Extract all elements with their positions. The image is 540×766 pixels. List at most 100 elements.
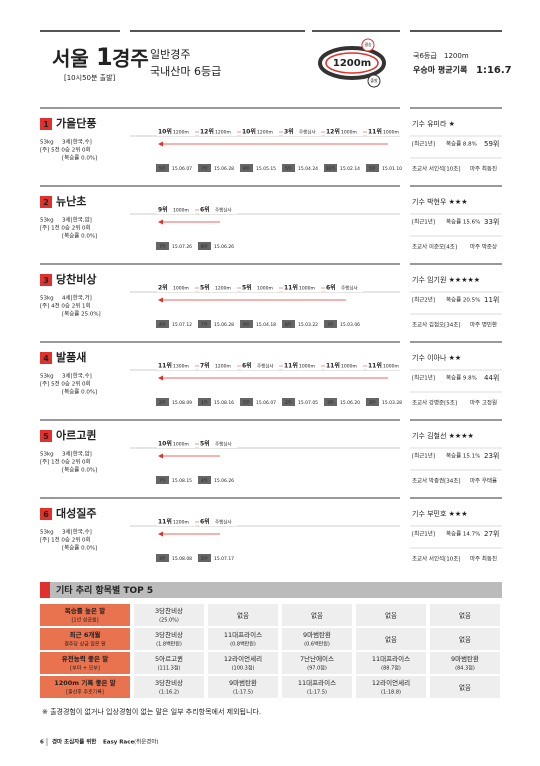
field-box bbox=[156, 164, 169, 172]
jockey: 기수 부민호 ★★★ bbox=[412, 509, 467, 518]
cell-bg bbox=[430, 652, 500, 674]
label-bg bbox=[157, 439, 195, 448]
arrow-head bbox=[158, 297, 163, 303]
label-bg bbox=[157, 127, 195, 136]
footer-brand: Easy Race bbox=[103, 740, 134, 746]
label-bg bbox=[199, 127, 237, 136]
race-field: 9두 bbox=[243, 322, 250, 328]
row-label: 복승률 높은 말 bbox=[65, 606, 105, 615]
start-label: 출발 bbox=[370, 77, 378, 83]
cell-text: 없음 bbox=[459, 636, 471, 644]
field-box bbox=[324, 320, 337, 328]
cell-bg bbox=[282, 676, 352, 698]
race-rank: 11위 bbox=[368, 128, 382, 136]
horse-weight: 53kg bbox=[40, 374, 54, 380]
race-dist: 주행심사 bbox=[215, 207, 232, 214]
race-rank: 10위 bbox=[158, 440, 172, 448]
horse-info: 3세[한국,수] bbox=[62, 372, 92, 380]
race-dist: 1000m bbox=[299, 286, 315, 292]
horse-number: 6 bbox=[43, 510, 49, 519]
cell-sub: (88.7점) bbox=[381, 665, 401, 672]
label-bg bbox=[199, 205, 237, 214]
cell-bg bbox=[282, 604, 352, 626]
race-dist: 1200m bbox=[257, 130, 273, 136]
field-box bbox=[156, 320, 169, 328]
race-rank: 11위 bbox=[284, 284, 298, 292]
avg-label: 우승마 평균기록 bbox=[413, 65, 468, 75]
number-badge bbox=[40, 118, 52, 130]
label-bg bbox=[241, 127, 279, 136]
owner: 마주 우태율 bbox=[470, 477, 497, 485]
trainer: 조교사 박종권[34조] bbox=[412, 477, 460, 485]
cond-value: 1200m bbox=[444, 52, 469, 60]
trainer: 조교사 강병준[5조] bbox=[412, 399, 457, 407]
race-date: 15.06.26 bbox=[214, 244, 234, 250]
cell-text: 없음 bbox=[385, 636, 397, 644]
period-rank: 23위 bbox=[484, 452, 499, 460]
table-title: 기타 추리 항목별 TOP 5 bbox=[56, 584, 153, 596]
race-dist: 1000m bbox=[173, 208, 189, 214]
horse-record: [주] 1전 0승 2위 0회 bbox=[40, 536, 91, 544]
track-oval bbox=[318, 46, 386, 80]
cell-text: 없음 bbox=[237, 612, 249, 620]
cell-bg bbox=[134, 676, 204, 698]
horse-info: 3세[한국,수] bbox=[62, 138, 92, 146]
race-date: 15.04.24 bbox=[298, 166, 318, 172]
race-field: 2두 bbox=[159, 400, 166, 406]
track-name: 서울 bbox=[52, 47, 89, 71]
field-box bbox=[198, 164, 211, 172]
race-grade: 국내산마 6등급 bbox=[150, 65, 221, 78]
race-dist: 1200m bbox=[215, 130, 231, 136]
cell-bg bbox=[356, 676, 426, 698]
track-distance: 1200m bbox=[333, 58, 371, 69]
label-bg bbox=[367, 361, 405, 370]
race-date: 15.07.26 bbox=[172, 244, 192, 250]
arrow-head bbox=[158, 219, 163, 225]
race-rank: 5위 bbox=[200, 440, 210, 448]
race-field: 3두 bbox=[327, 322, 334, 328]
race-field: 3두 bbox=[159, 556, 166, 562]
row-label: 유전능력 좋은 말 bbox=[62, 654, 108, 663]
horse-weight: 53kg bbox=[40, 218, 54, 224]
jockey: 기수 박현우 ★★★ bbox=[412, 197, 467, 206]
race-field: 2두 bbox=[285, 400, 292, 406]
cell-sub: (1:16.2) bbox=[159, 690, 179, 696]
cell-bg bbox=[282, 628, 352, 650]
cell-text: 없음 bbox=[459, 612, 471, 620]
cell-bg bbox=[430, 676, 500, 698]
race-field: 3두 bbox=[327, 400, 334, 406]
cell-text: 3당찬비상 bbox=[155, 678, 183, 687]
horse-number: 3 bbox=[43, 276, 49, 285]
trainer: 조교사 이준모[4조] bbox=[412, 243, 457, 251]
label-bg bbox=[157, 361, 195, 370]
cell-text: 7난난에이스 bbox=[300, 654, 334, 663]
field-box bbox=[198, 554, 211, 562]
track-oval-inner bbox=[325, 52, 379, 74]
race-rank: 11위 bbox=[158, 362, 172, 370]
footer-source: (취운경마) bbox=[134, 738, 159, 746]
race-rank: 12위 bbox=[200, 128, 214, 136]
field-box bbox=[282, 398, 295, 406]
race-field: 3두 bbox=[369, 400, 376, 406]
race-date: 15.08.09 bbox=[172, 400, 192, 406]
cond-label: 국6등급 bbox=[413, 52, 437, 60]
horse-number: 5 bbox=[43, 432, 49, 441]
field-box bbox=[198, 242, 211, 250]
cell-sub: (1.8백만원) bbox=[156, 641, 182, 648]
cell-bg bbox=[134, 652, 204, 674]
number-badge bbox=[40, 352, 52, 364]
horse-weight: 53kg bbox=[40, 296, 54, 302]
race-date: 15.06.07 bbox=[256, 400, 276, 406]
period-rank: 59위 bbox=[484, 140, 499, 148]
cell-bg bbox=[282, 652, 352, 674]
race-rank: 11위 bbox=[368, 362, 382, 370]
number-badge bbox=[40, 430, 52, 442]
race-date: 15.06.28 bbox=[214, 166, 234, 172]
cell-text: 9마범탄환 bbox=[229, 678, 257, 687]
horse-number: 4 bbox=[43, 354, 49, 363]
period: [최근1년] bbox=[412, 530, 435, 538]
race-date: 15.03.06 bbox=[340, 322, 360, 328]
cell-text: 9마범탄환 bbox=[303, 630, 331, 639]
race-dist: 1000m bbox=[383, 130, 399, 136]
